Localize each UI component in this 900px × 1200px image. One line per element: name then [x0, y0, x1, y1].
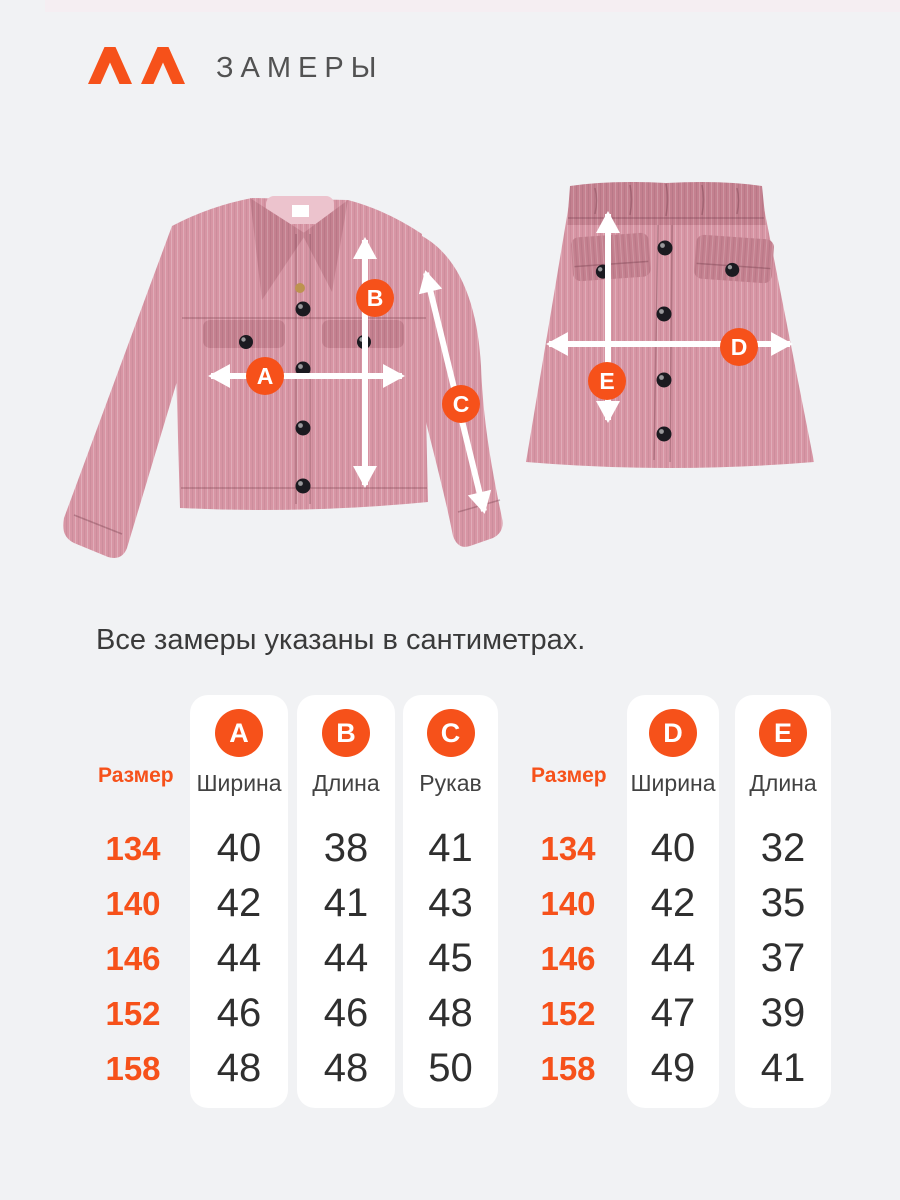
measurement-marker-a: A [246, 357, 284, 395]
skirt-column-d: D Ширина 40 42 44 47 49 [627, 695, 719, 1108]
column-letter-badge: C [426, 709, 475, 757]
column-label: Длина [312, 770, 380, 796]
previous-image-edge [45, 0, 900, 12]
jacket-column-c: C Рукав 41 43 45 48 50 [403, 695, 498, 1108]
measurement-marker-d: D [720, 328, 758, 366]
value-cell: 50 [428, 1046, 473, 1090]
jacket-column-b: B Длина 38 41 44 46 48 [297, 695, 395, 1108]
size-cell: 134 [540, 829, 596, 867]
measurement-marker-c: C [442, 385, 480, 423]
value-cell: 44 [216, 936, 262, 980]
column-label: Ширина [630, 770, 716, 796]
value-cell: 38 [323, 826, 369, 870]
value-cell: 48 [216, 1046, 262, 1090]
garments-illustration [63, 182, 814, 558]
size-cell: 152 [540, 994, 596, 1032]
skirt-size-column: 134 140 146 152 158 [526, 821, 610, 1096]
value-cell: 42 [650, 881, 696, 925]
units-note: Все замеры указаны в сантиметрах. [96, 624, 586, 656]
measurement-marker-e: E [588, 362, 626, 400]
column-label: Рукав [419, 770, 482, 796]
value-cell: 39 [760, 991, 806, 1035]
size-cell: 146 [540, 939, 596, 977]
jacket-column-a: A Ширина 40 42 44 46 48 [190, 695, 288, 1108]
skirt-illustration [526, 182, 814, 468]
column-letter-badge: E [759, 709, 807, 757]
page-title: ЗАМЕРЫ [216, 52, 384, 84]
value-cell: 49 [650, 1046, 696, 1090]
column-label: Ширина [196, 770, 282, 796]
value-cell: 35 [760, 881, 806, 925]
column-label: Длина [749, 770, 817, 796]
value-cell: 32 [760, 826, 806, 870]
value-cell: 46 [323, 991, 369, 1035]
size-cell: 140 [105, 884, 161, 922]
value-cell: 45 [428, 936, 473, 980]
value-cell: 40 [216, 826, 262, 870]
column-letter-badge: D [649, 709, 697, 757]
value-cell: 44 [323, 936, 369, 980]
size-cell: 152 [105, 994, 161, 1032]
measurement-marker-b: B [356, 279, 394, 317]
size-cell: 134 [105, 829, 161, 867]
value-cell: 46 [216, 991, 262, 1035]
jacket-size-header: Размер [98, 764, 174, 787]
value-cell: 41 [760, 1046, 806, 1090]
value-cell: 40 [650, 826, 696, 870]
value-cell: 48 [428, 991, 473, 1035]
skirt-column-e: E Длина 32 35 37 39 41 [735, 695, 831, 1108]
value-cell: 41 [428, 826, 473, 870]
value-cell: 42 [216, 881, 262, 925]
value-cell: 48 [323, 1046, 369, 1090]
size-cell: 146 [105, 939, 161, 977]
column-letter-badge: A [215, 709, 263, 757]
skirt-size-header: Размер [531, 764, 607, 787]
value-cell: 37 [760, 936, 806, 980]
value-cell: 44 [650, 936, 696, 980]
size-cell: 158 [540, 1049, 596, 1087]
jacket-size-column: 134 140 146 152 158 [91, 821, 175, 1096]
column-letter-badge: B [322, 709, 370, 757]
value-cell: 43 [428, 881, 473, 925]
brand-logo [88, 47, 185, 84]
size-cell: 140 [540, 884, 596, 922]
value-cell: 47 [650, 991, 696, 1035]
size-cell: 158 [105, 1049, 161, 1087]
value-cell: 41 [323, 881, 369, 925]
measurement-diagram: A B C D E [50, 170, 860, 610]
